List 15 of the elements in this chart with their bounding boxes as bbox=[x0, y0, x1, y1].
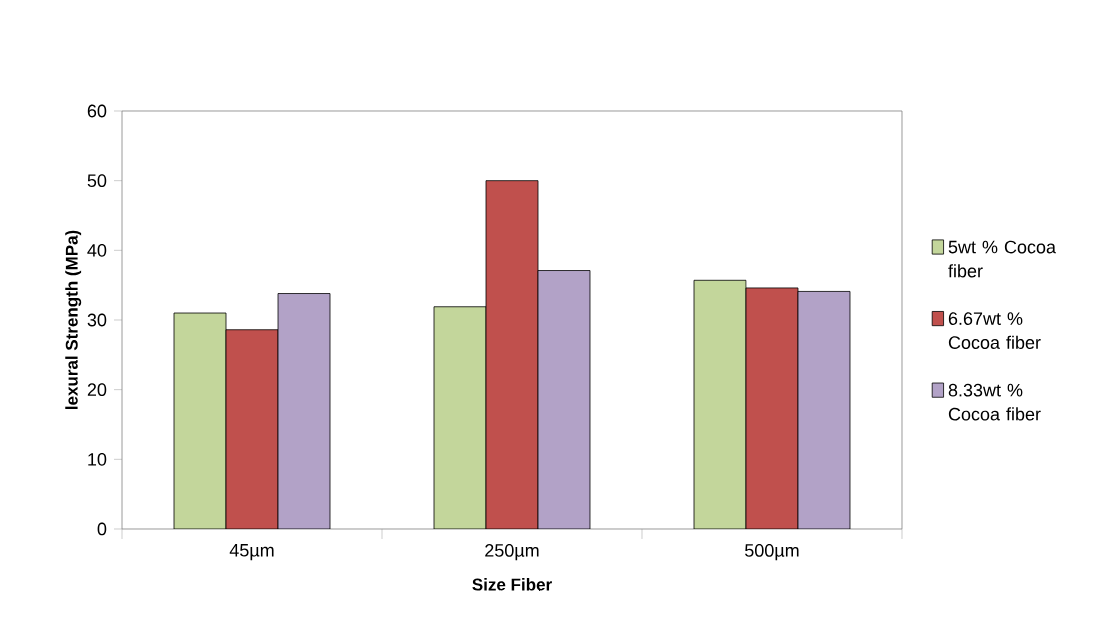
x-tick-label: 250µm bbox=[485, 544, 539, 561]
y-axis-title: lexural Strength (MPa) bbox=[65, 230, 82, 410]
x-tick-label: 500µm bbox=[745, 544, 799, 561]
y-tick-label: 20 bbox=[87, 383, 107, 397]
legend-label: 8.33wt % Cocoa fiber bbox=[948, 383, 1041, 421]
y-tick-label: 40 bbox=[87, 243, 107, 257]
y-tick-label: 30 bbox=[87, 313, 107, 327]
x-axis-title: Size Fiber bbox=[472, 578, 552, 591]
y-tick-label: 0 bbox=[97, 522, 107, 536]
x-tick-label: 45µm bbox=[229, 544, 274, 561]
y-tick-label: 60 bbox=[87, 104, 107, 118]
y-tick-label: 10 bbox=[88, 452, 107, 466]
legend-label: 6.67wt % Cocoa fiber bbox=[948, 312, 1041, 349]
legend-label: 5wt % Cocoa fiber bbox=[948, 240, 1056, 278]
y-tick-label: 50 bbox=[87, 174, 107, 188]
